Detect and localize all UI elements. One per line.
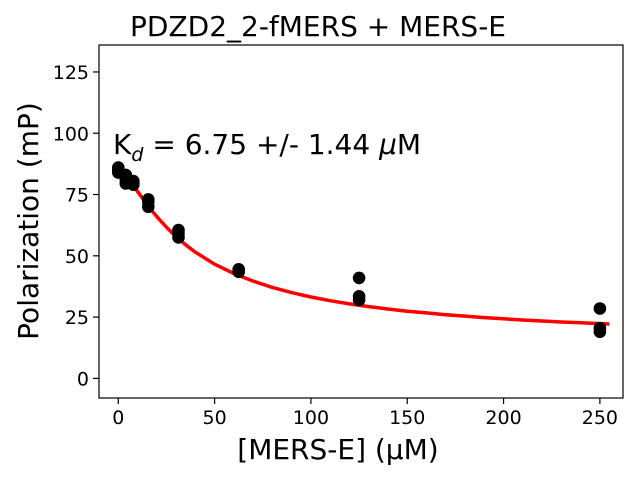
y-tick-label: 75 <box>65 185 89 207</box>
y-tick-label: 50 <box>65 246 89 268</box>
data-point <box>142 200 155 214</box>
x-tick-label: 0 <box>112 407 124 429</box>
kd-value: = 6.75 +/- 1.44 <box>143 128 379 161</box>
x-tick-label: 150 <box>389 407 425 429</box>
chart-title: PDZD2_2-fMERS + MERS-E <box>130 10 506 43</box>
data-point <box>593 302 607 315</box>
y-axis: 0 25 50 75 100 125 <box>53 62 99 390</box>
x-tick-label: 200 <box>485 407 521 429</box>
data-point <box>172 231 185 244</box>
y-tick-label: 100 <box>53 123 89 145</box>
y-tick-label: 25 <box>65 307 89 329</box>
y-tick-label: 125 <box>53 62 89 84</box>
y-tick-label: 0 <box>77 368 89 390</box>
kd-subscript: d <box>131 144 144 166</box>
kd-mu: μ <box>378 128 397 161</box>
data-point <box>352 293 366 307</box>
x-tick-label: 250 <box>582 407 618 429</box>
kd-k: K <box>113 128 132 161</box>
data-point <box>352 271 366 285</box>
data-point <box>593 325 607 339</box>
x-tick-label: 50 <box>202 407 226 429</box>
data-point <box>127 178 140 191</box>
kd-unit: M <box>397 128 421 161</box>
kd-annotation: Kd = 6.75 +/- 1.44 μM <box>113 128 421 166</box>
data-points-layer <box>112 161 607 339</box>
data-point <box>232 265 245 279</box>
x-tick-label: 100 <box>293 407 329 429</box>
x-axis: 0 50 100 150 200 250 <box>112 398 618 429</box>
plot-frame <box>98 44 624 399</box>
x-axis-label: [MERS-E] (μM) <box>237 433 438 466</box>
y-axis-label: Polarization (mP) <box>12 102 45 340</box>
